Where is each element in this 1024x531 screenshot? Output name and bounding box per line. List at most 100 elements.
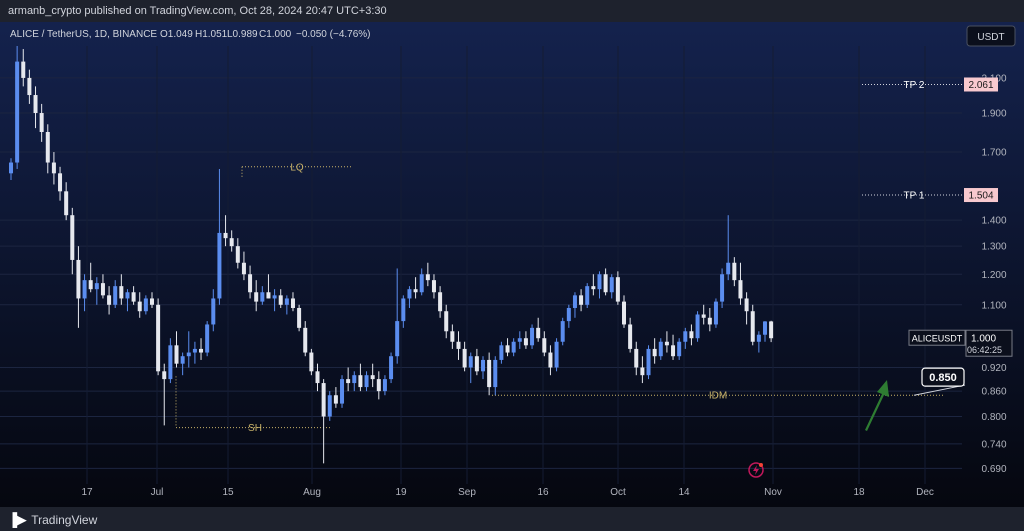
bolt-icon[interactable] [748, 462, 764, 478]
candle-body [548, 352, 553, 368]
candle [125, 289, 130, 312]
candle-body [290, 298, 295, 308]
candle [468, 352, 473, 384]
tp-price-label: 2.061 [968, 80, 993, 91]
candle-body [315, 371, 320, 384]
countdown-label: 06:42:25 [967, 345, 1002, 355]
candle [481, 356, 486, 380]
candle [346, 367, 351, 392]
candle-body [303, 327, 308, 353]
candle [70, 207, 75, 275]
candle-body [689, 331, 694, 339]
price-axis[interactable]: 2.1001.9001.7001.4001.3001.2001.1000.920… [981, 73, 1006, 474]
candle-body [542, 338, 547, 353]
x-tick-label: 17 [81, 487, 93, 498]
x-tick-label: Sep [458, 487, 476, 498]
candle [425, 262, 430, 287]
candle [579, 289, 584, 312]
candle [597, 271, 602, 299]
candle-body [493, 359, 498, 388]
candle [701, 304, 706, 325]
currency-button[interactable]: USDT [966, 25, 1016, 47]
candle [536, 317, 541, 342]
currency-button-box[interactable] [966, 25, 1016, 47]
candle [585, 283, 590, 308]
x-tick-label: 15 [222, 487, 234, 498]
candle [217, 168, 222, 305]
candle [27, 69, 32, 104]
candle-body [131, 292, 136, 302]
candle-body [119, 286, 124, 299]
candle [51, 152, 56, 185]
x-tick-label: 16 [537, 487, 549, 498]
candle-body [401, 298, 406, 322]
candle [370, 363, 375, 388]
annotation-layer: LQ SH IDM [175, 162, 945, 434]
candle-body [297, 307, 302, 328]
x-tick-label: Jul [151, 487, 164, 498]
candle [474, 348, 479, 376]
candle [248, 265, 253, 299]
candle-body [229, 238, 234, 247]
candle [762, 321, 767, 342]
candle-body [168, 345, 173, 380]
candle-body [701, 314, 706, 318]
candle-body [407, 289, 412, 299]
candle [168, 338, 173, 384]
x-tick-label: Aug [303, 487, 321, 498]
candle-body [481, 359, 486, 372]
candle-body [536, 327, 541, 339]
candle [297, 304, 302, 332]
candle-body [143, 298, 148, 312]
candle [609, 274, 614, 299]
candle-body [100, 283, 105, 296]
current-price-label: 1.000 [971, 334, 996, 345]
candle-body [137, 301, 142, 312]
candle [303, 321, 308, 357]
time-axis[interactable]: 17 Jul 15 Aug 19 Sep 16 Oct 14 Nov 18 Dec [81, 487, 933, 498]
currency-button-label[interactable]: USDT [977, 32, 1004, 43]
annotation-label: LQ [290, 162, 304, 173]
candle [199, 338, 204, 360]
candle [143, 295, 148, 315]
y-tick-label: 1.400 [981, 216, 1006, 227]
candle [162, 363, 167, 426]
candle-body [756, 334, 761, 342]
candle [646, 345, 651, 380]
candle [419, 268, 424, 296]
candle-body [382, 379, 387, 392]
candle [487, 352, 492, 396]
candle [39, 103, 44, 142]
candle [640, 356, 645, 384]
legend-symbol: ALICE / TetherUS, 1D, BINANCE [10, 29, 157, 40]
candle-body [609, 277, 614, 293]
annotation-label: IDM [709, 391, 727, 402]
legend-low: L0.989 [227, 29, 258, 40]
candle-body [474, 356, 479, 372]
candle [321, 379, 326, 464]
candle-body [462, 348, 467, 368]
candle [720, 268, 725, 308]
target-label-box [921, 367, 965, 387]
target-callout-line [913, 384, 966, 396]
candle [615, 271, 620, 305]
candle [438, 286, 443, 318]
target-label: 0.850 [929, 372, 957, 384]
candle-body [695, 314, 700, 339]
candle [744, 292, 749, 325]
candle-body [211, 298, 216, 325]
candle [156, 298, 161, 376]
candle [376, 371, 381, 400]
tradingview-logo[interactable]: ▐▶ TradingView [8, 512, 97, 528]
candle [591, 274, 596, 296]
candle [45, 124, 50, 174]
candle-body [591, 286, 596, 290]
candle [9, 158, 13, 180]
candle-body [530, 327, 535, 346]
overlay-layer: TP 2 2.061 TP 1 1.504 ALICEUSDT 1.00006:42:25… [862, 77, 1013, 431]
candle-body [603, 274, 608, 293]
candle-body [327, 395, 332, 417]
candle-body [713, 301, 718, 325]
